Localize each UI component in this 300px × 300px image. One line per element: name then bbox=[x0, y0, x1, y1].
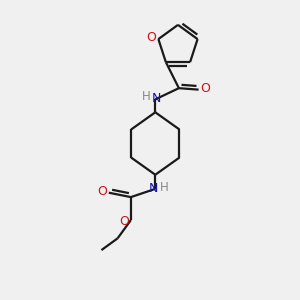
Text: H: H bbox=[160, 181, 169, 194]
Text: O: O bbox=[97, 185, 107, 198]
Text: O: O bbox=[146, 31, 156, 44]
Text: N: N bbox=[149, 182, 158, 195]
Text: O: O bbox=[200, 82, 210, 95]
Text: N: N bbox=[152, 92, 161, 105]
Text: H: H bbox=[142, 91, 150, 103]
Text: O: O bbox=[119, 215, 129, 228]
